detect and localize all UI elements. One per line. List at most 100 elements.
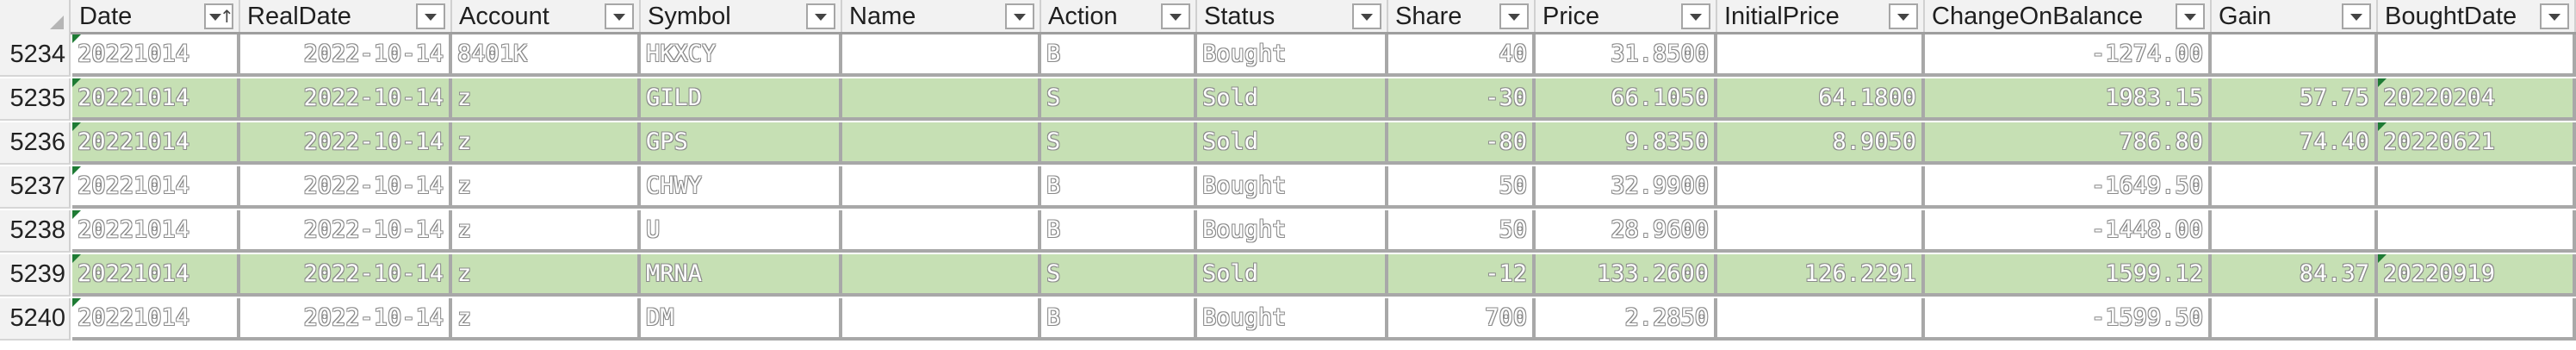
cell-date[interactable]: 20221014 — [72, 254, 240, 297]
cell-realdate[interactable]: 2022-10-14 — [240, 122, 452, 165]
cell-price[interactable]: 9.8350 — [1536, 122, 1717, 165]
filter-dropdown-button[interactable] — [1681, 3, 1710, 29]
filter-dropdown-button[interactable] — [806, 3, 835, 29]
cell-gain[interactable] — [2212, 210, 2378, 253]
cell-initialprice[interactable] — [1717, 166, 1925, 209]
filter-dropdown-button[interactable] — [1161, 3, 1190, 29]
cell-price[interactable]: 2.2850 — [1536, 298, 1717, 341]
filter-dropdown-button[interactable] — [2540, 3, 2569, 29]
cell-share[interactable]: 50 — [1388, 166, 1536, 209]
cell-gain[interactable] — [2212, 166, 2378, 209]
column-header-date[interactable]: Date ↑ — [72, 0, 240, 32]
cell-gain[interactable]: 57.75 — [2212, 78, 2378, 121]
cell-price[interactable]: 28.9600 — [1536, 210, 1717, 253]
cell-date[interactable]: 20221014 — [72, 78, 240, 121]
cell-changeonbalance[interactable]: -1274.00 — [1925, 34, 2212, 77]
cell-changeonbalance[interactable]: -1599.50 — [1925, 298, 2212, 341]
column-header-initialprice[interactable]: InitialPrice — [1717, 0, 1925, 32]
cell-account[interactable]: z — [452, 122, 641, 165]
cell-action[interactable]: S — [1041, 78, 1197, 121]
cell-realdate[interactable]: 2022-10-14 — [240, 34, 452, 77]
cell-symbol[interactable]: HKXCY — [641, 34, 842, 77]
cell-realdate[interactable]: 2022-10-14 — [240, 254, 452, 297]
cell-status[interactable]: Sold — [1197, 78, 1388, 121]
cell-name[interactable] — [842, 78, 1041, 121]
cell-symbol[interactable]: U — [641, 210, 842, 253]
row-number[interactable]: 5239 — [0, 254, 71, 297]
column-header-boughtdate[interactable]: BoughtDate — [2378, 0, 2576, 32]
cell-symbol[interactable]: GPS — [641, 122, 842, 165]
cell-name[interactable] — [842, 34, 1041, 77]
cell-date[interactable]: 20221014 — [72, 210, 240, 253]
filter-dropdown-button[interactable] — [605, 3, 634, 29]
cell-symbol[interactable]: DM — [641, 298, 842, 341]
cell-boughtdate[interactable]: 20220621 — [2378, 122, 2576, 165]
cell-action[interactable]: S — [1041, 254, 1197, 297]
cell-boughtdate[interactable]: 20220204 — [2378, 78, 2576, 121]
cell-changeonbalance[interactable]: 786.80 — [1925, 122, 2212, 165]
cell-changeonbalance[interactable]: -1448.00 — [1925, 210, 2212, 253]
cell-realdate[interactable]: 2022-10-14 — [240, 210, 452, 253]
cell-gain[interactable]: 84.37 — [2212, 254, 2378, 297]
cell-action[interactable]: S — [1041, 122, 1197, 165]
filter-dropdown-button[interactable] — [1352, 3, 1381, 29]
cell-changeonbalance[interactable]: -1649.50 — [1925, 166, 2212, 209]
row-number[interactable]: 5240 — [0, 298, 71, 341]
cell-boughtdate[interactable] — [2378, 298, 2576, 341]
filter-dropdown-button[interactable]: ↑ — [204, 3, 234, 29]
cell-price[interactable]: 31.8500 — [1536, 34, 1717, 77]
filter-dropdown-button[interactable] — [1005, 3, 1034, 29]
cell-name[interactable] — [842, 122, 1041, 165]
column-header-account[interactable]: Account — [452, 0, 641, 32]
cell-boughtdate[interactable]: 20220919 — [2378, 254, 2576, 297]
cell-boughtdate[interactable] — [2378, 34, 2576, 77]
cell-action[interactable]: B — [1041, 166, 1197, 209]
row-number[interactable]: 5237 — [0, 166, 71, 209]
cell-gain[interactable]: 74.40 — [2212, 122, 2378, 165]
cell-account[interactable]: z — [452, 210, 641, 253]
cell-price[interactable]: 66.1050 — [1536, 78, 1717, 121]
cell-realdate[interactable]: 2022-10-14 — [240, 298, 452, 341]
row-number[interactable]: 5234 — [0, 34, 71, 77]
cell-action[interactable]: B — [1041, 298, 1197, 341]
cell-share[interactable]: 40 — [1388, 34, 1536, 77]
cell-share[interactable]: -12 — [1388, 254, 1536, 297]
column-header-price[interactable]: Price — [1536, 0, 1717, 32]
cell-price[interactable]: 32.9900 — [1536, 166, 1717, 209]
cell-status[interactable]: Sold — [1197, 122, 1388, 165]
cell-date[interactable]: 20221014 — [72, 122, 240, 165]
cell-gain[interactable] — [2212, 298, 2378, 341]
cell-status[interactable]: Bought — [1197, 34, 1388, 77]
row-number[interactable]: 5236 — [0, 122, 71, 165]
cell-name[interactable] — [842, 254, 1041, 297]
cell-share[interactable]: -30 — [1388, 78, 1536, 121]
cell-action[interactable]: B — [1041, 210, 1197, 253]
cell-initialprice[interactable] — [1717, 210, 1925, 253]
cell-symbol[interactable]: MRNA — [641, 254, 842, 297]
cell-symbol[interactable]: CHWY — [641, 166, 842, 209]
cell-account[interactable]: z — [452, 298, 641, 341]
cell-initialprice[interactable]: 64.1800 — [1717, 78, 1925, 121]
cell-account[interactable]: z — [452, 166, 641, 209]
cell-share[interactable]: 50 — [1388, 210, 1536, 253]
filter-dropdown-button[interactable] — [416, 3, 445, 29]
cell-gain[interactable] — [2212, 34, 2378, 77]
cell-name[interactable] — [842, 298, 1041, 341]
column-header-realdate[interactable]: RealDate — [240, 0, 452, 32]
cell-symbol[interactable]: GILD — [641, 78, 842, 121]
cell-initialprice[interactable]: 8.9050 — [1717, 122, 1925, 165]
cell-status[interactable]: Bought — [1197, 298, 1388, 341]
cell-boughtdate[interactable] — [2378, 210, 2576, 253]
select-all-corner[interactable] — [0, 0, 71, 34]
cell-status[interactable]: Bought — [1197, 210, 1388, 253]
cell-name[interactable] — [842, 210, 1041, 253]
cell-status[interactable]: Bought — [1197, 166, 1388, 209]
cell-date[interactable]: 20221014 — [72, 166, 240, 209]
column-header-name[interactable]: Name — [842, 0, 1041, 32]
column-header-share[interactable]: Share — [1388, 0, 1536, 32]
column-header-status[interactable]: Status — [1197, 0, 1388, 32]
column-header-symbol[interactable]: Symbol — [641, 0, 842, 32]
cell-action[interactable]: B — [1041, 34, 1197, 77]
column-header-changeonbalance[interactable]: ChangeOnBalance — [1925, 0, 2212, 32]
